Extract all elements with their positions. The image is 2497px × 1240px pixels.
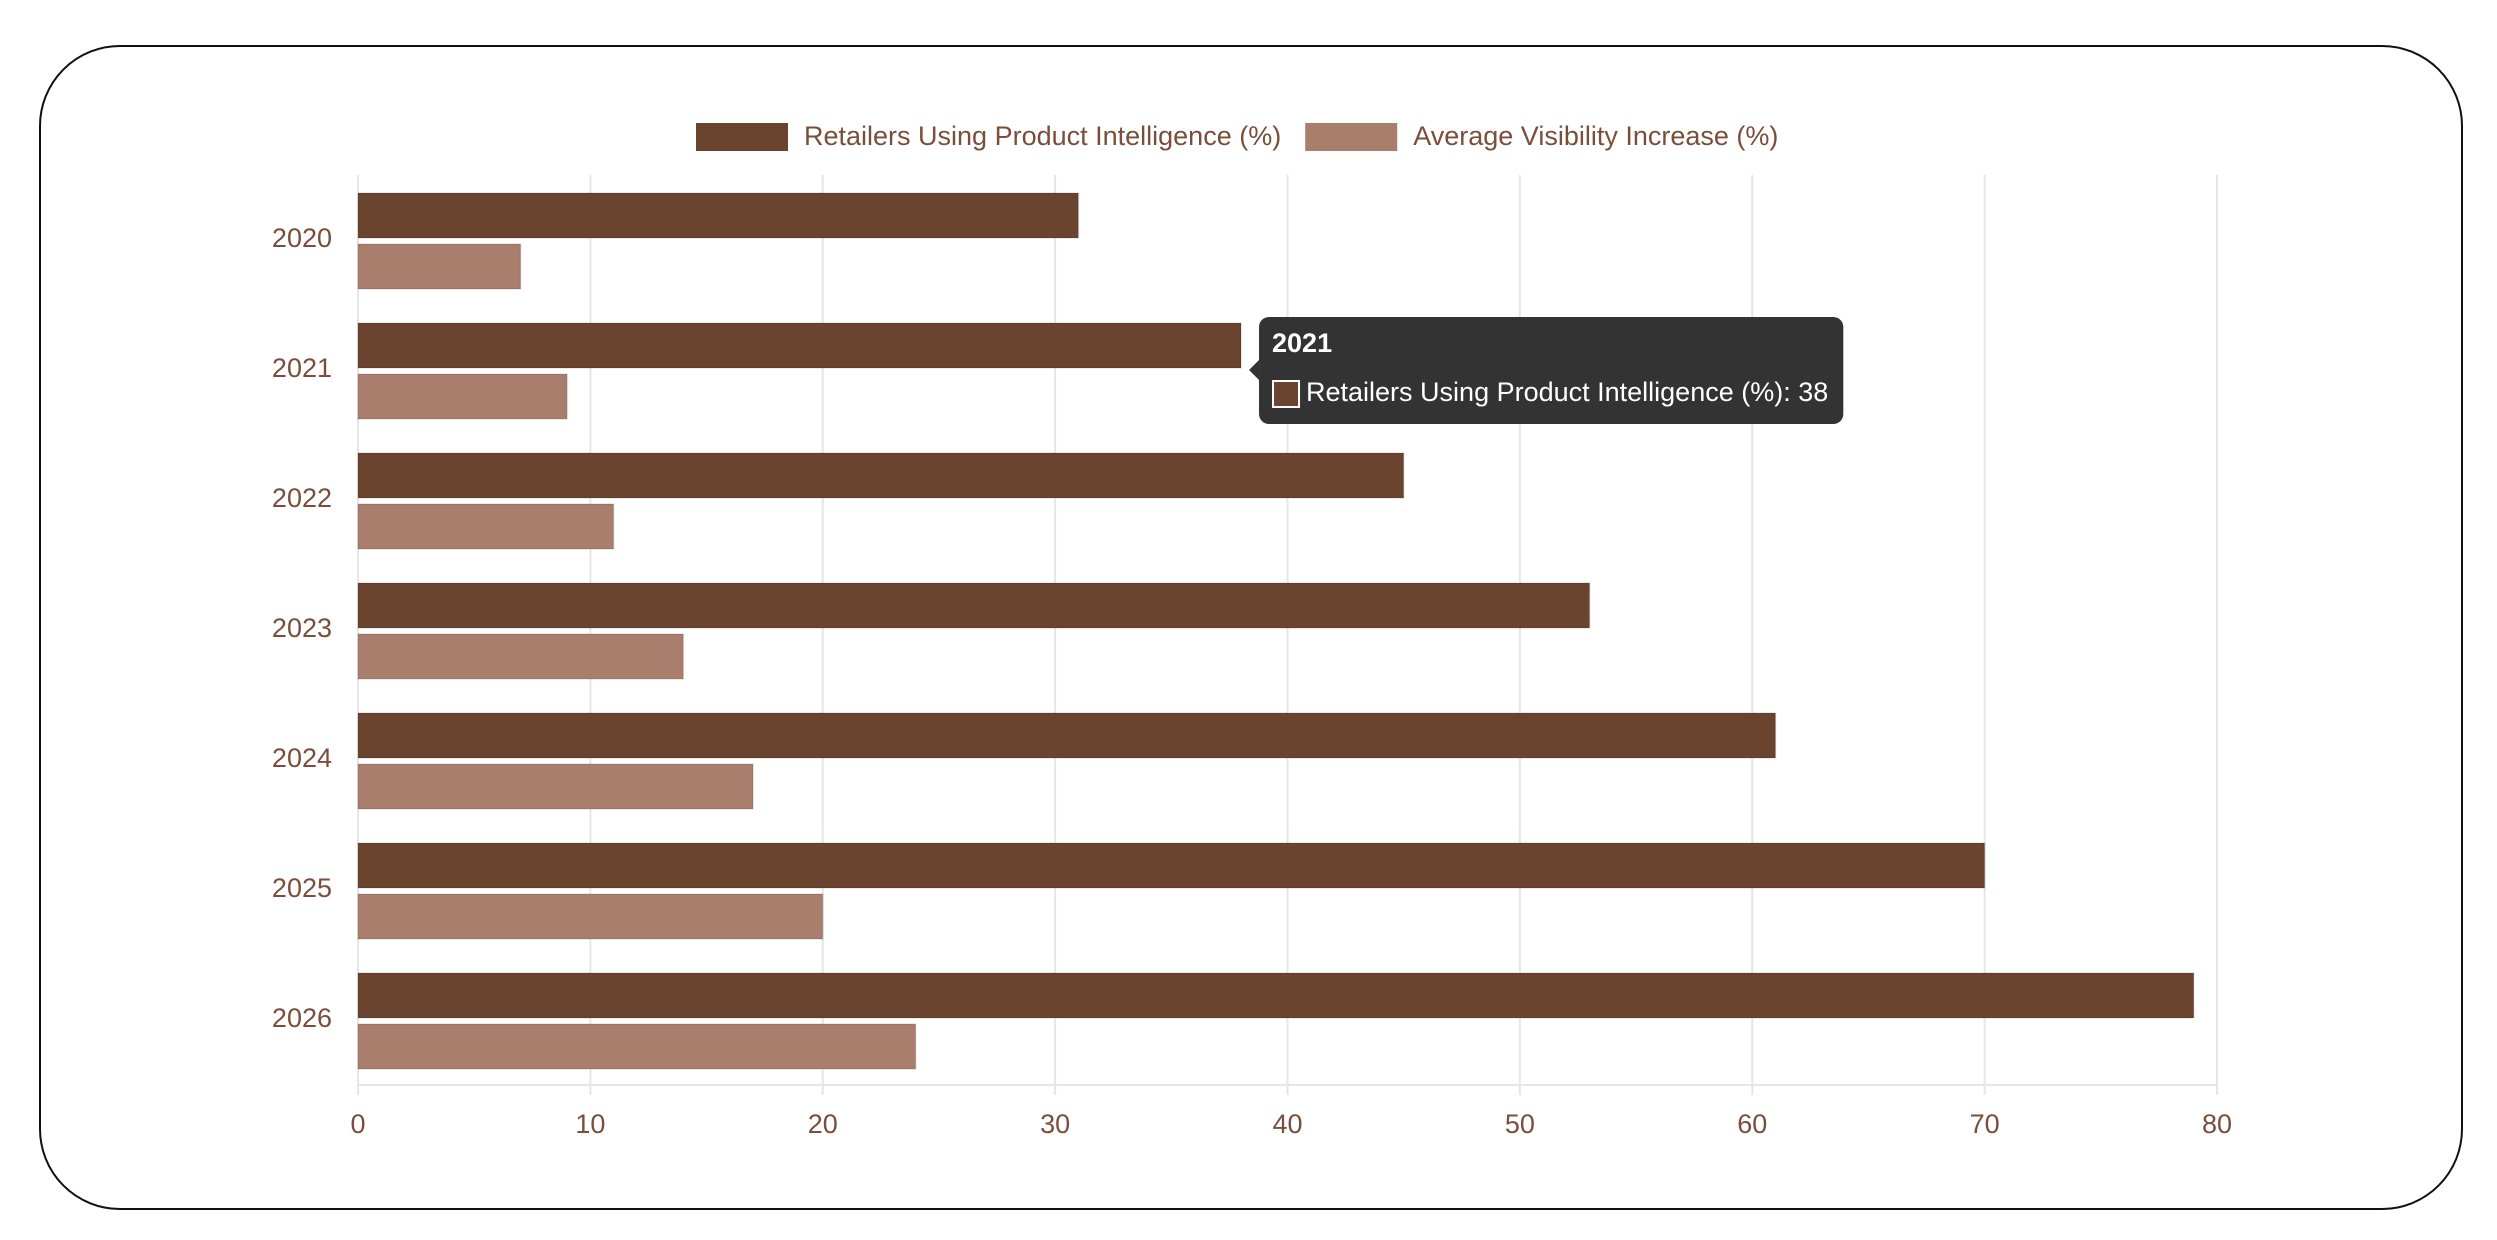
labels: 0 10 20 30 40 50 60 70 80 2020 2021 2022 2023 2024 202…	[272, 223, 2232, 1139]
y-tick-label: 2024	[272, 743, 332, 773]
legend-swatch	[1305, 123, 1398, 151]
bar[interactable]	[357, 452, 1405, 499]
x-tick-label: 20	[808, 1109, 838, 1139]
y-tick-label: 2020	[272, 223, 332, 253]
bar[interactable]	[357, 192, 1080, 239]
x-tick-label: 0	[350, 1109, 365, 1139]
bar[interactable]	[357, 712, 1777, 759]
bar[interactable]	[357, 582, 1591, 629]
x-tick-label: 50	[1505, 1109, 1535, 1139]
tooltip-title: 2021	[1272, 328, 1332, 358]
legend-swatch	[696, 123, 788, 151]
legend: Retailers Using Product Intelligence (%)…	[696, 121, 1778, 151]
x-tick-label: 70	[1970, 1109, 2000, 1139]
bars	[357, 192, 2195, 1070]
legend-label[interactable]: Retailers Using Product Intelligence (%)	[804, 121, 1281, 151]
tooltip-part: Retailers Using Product Intelligence (%)	[1306, 377, 1783, 407]
bar[interactable]	[357, 243, 522, 290]
tooltip-arrow	[1249, 360, 1260, 380]
x-tick-label: 60	[1737, 1109, 1767, 1139]
bar[interactable]	[357, 373, 569, 420]
tooltip: 2021 Retailers Using Product Intelligence…	[1249, 317, 1844, 424]
bar[interactable]	[357, 322, 1243, 369]
legend-label[interactable]: Average Visibility Increase (%)	[1413, 121, 1778, 151]
tooltip-swatch	[1272, 380, 1301, 408]
x-tick-label: 40	[1272, 1109, 1302, 1139]
bar[interactable]	[357, 633, 685, 680]
bar[interactable]	[357, 503, 615, 550]
y-tick-label: 2021	[272, 353, 332, 383]
y-tick-label: 2026	[272, 1003, 332, 1033]
bar[interactable]	[357, 763, 755, 810]
tooltip-part: 38	[1798, 377, 1828, 407]
bar[interactable]	[357, 842, 1986, 889]
y-tick-label: 2025	[272, 873, 332, 903]
x-tick-label: 30	[1040, 1109, 1070, 1139]
x-tick-label: 10	[575, 1109, 605, 1139]
bar[interactable]	[357, 1023, 917, 1070]
tooltip-box	[1259, 317, 1844, 424]
bar[interactable]	[357, 893, 824, 940]
tooltip-body: Retailers Using Product Intelligence (%)…	[1306, 377, 1828, 407]
y-tick-label: 2023	[272, 613, 332, 643]
y-tick-label: 2022	[272, 483, 332, 513]
tooltip-part: :	[1783, 377, 1798, 407]
bar[interactable]	[357, 972, 2195, 1019]
x-tick-label: 80	[2202, 1109, 2232, 1139]
